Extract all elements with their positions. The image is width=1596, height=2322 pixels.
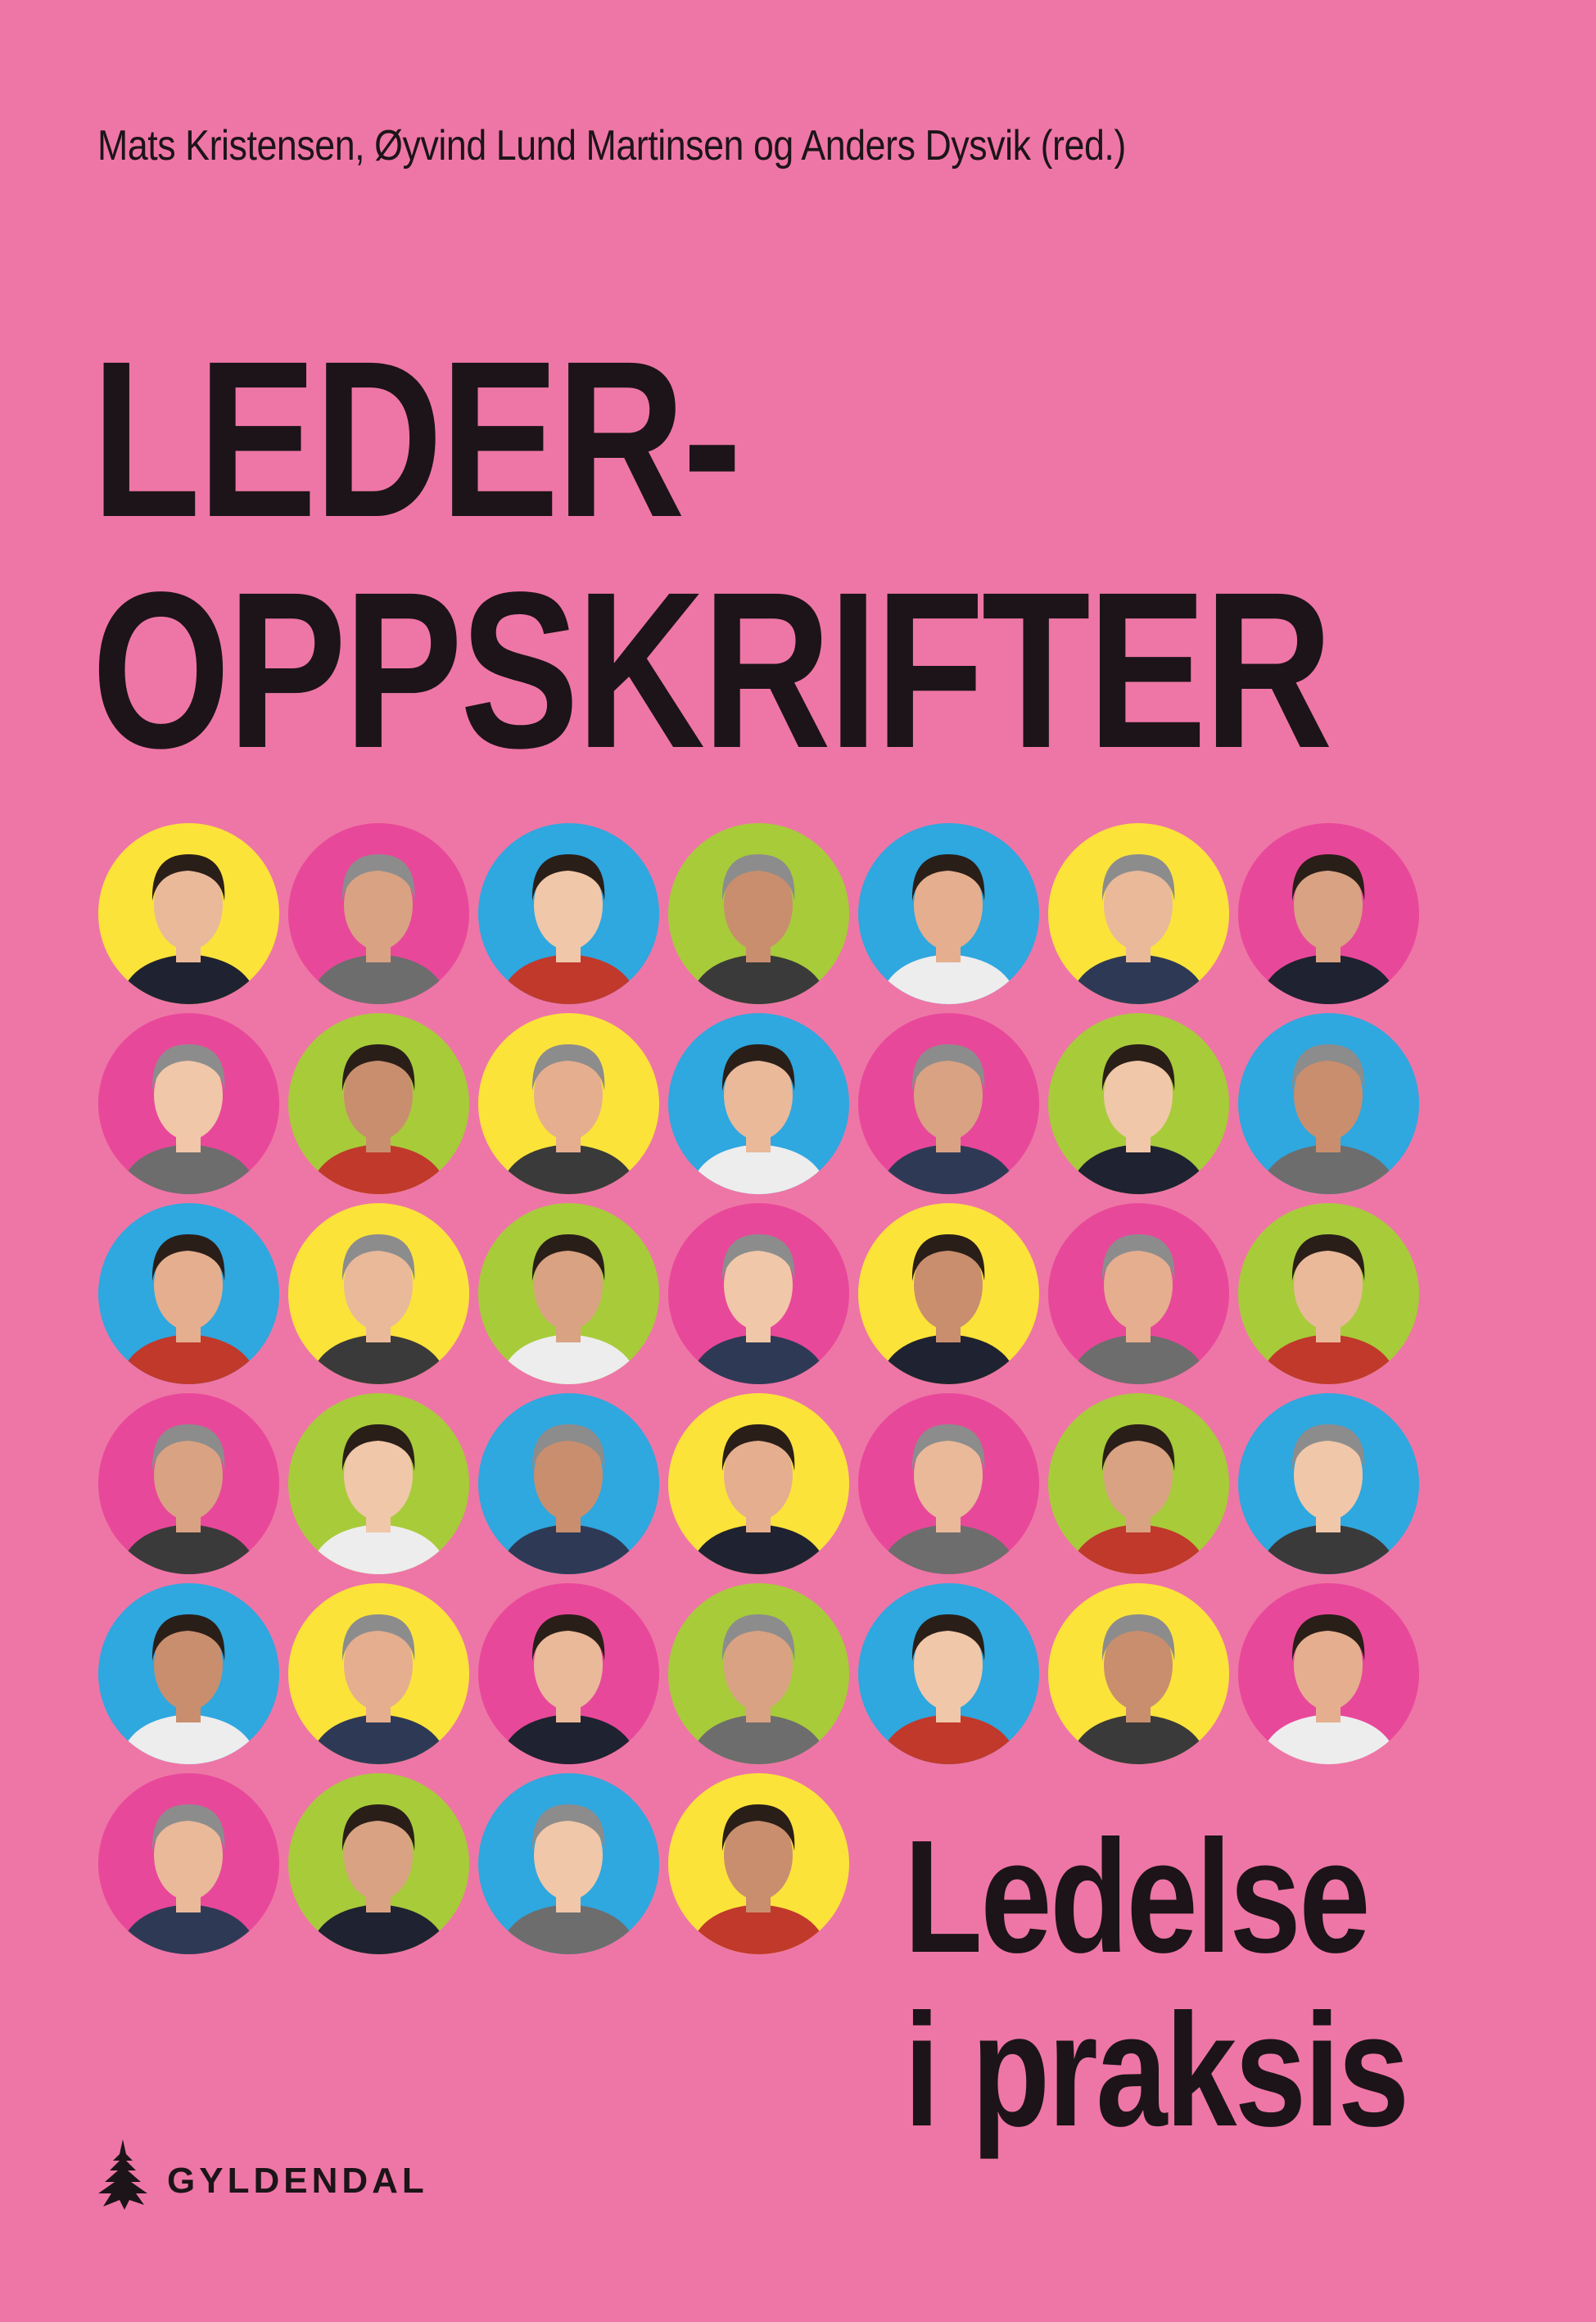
contributor-portrait xyxy=(288,1013,469,1194)
contributor-portrait xyxy=(1238,1203,1419,1384)
contributor-portrait xyxy=(98,1013,279,1194)
authors: Mats Kristensen, Øyvind Lund Martinsen o… xyxy=(97,122,1126,170)
contributor-portrait xyxy=(288,1203,469,1384)
contributor-portrait xyxy=(1238,1393,1419,1574)
contributor-portrait xyxy=(858,1203,1039,1384)
book-title: LEDER- OPPSKRIFTER xyxy=(92,315,1333,794)
title-line-2: OPPSKRIFTER xyxy=(92,545,1333,794)
subtitle: Ledelse i praksis xyxy=(904,1807,1409,2160)
contributor-portrait xyxy=(858,823,1039,1004)
contributor-portrait xyxy=(668,1203,849,1384)
contributor-portrait xyxy=(1048,1013,1229,1194)
contributor-portrait xyxy=(478,1393,659,1574)
contributor-portrait xyxy=(98,1393,279,1574)
contributor-portrait xyxy=(858,1393,1039,1574)
contributor-portrait xyxy=(668,1013,849,1194)
contributor-portrait xyxy=(98,1203,279,1384)
fir-tree-icon xyxy=(98,2139,147,2210)
contributor-portrait xyxy=(478,1583,659,1764)
contributor-portrait xyxy=(1238,1583,1419,1764)
contributor-portrait xyxy=(288,823,469,1004)
contributor-portrait xyxy=(478,1773,659,1954)
contributor-portrait xyxy=(1048,1393,1229,1574)
subtitle-line-2: i praksis xyxy=(904,1980,1409,2160)
contributor-portrait xyxy=(668,1773,849,1954)
contributor-portrait xyxy=(98,1583,279,1764)
contributor-portrait xyxy=(1048,1203,1229,1384)
contributor-portrait xyxy=(288,1773,469,1954)
contributor-portrait xyxy=(288,1583,469,1764)
publisher-name: GYLDENDAL xyxy=(167,2161,428,2201)
contributor-portrait xyxy=(668,1393,849,1574)
title-line-1: LEDER- xyxy=(92,315,742,564)
contributor-portrait xyxy=(1238,823,1419,1004)
subtitle-line-1: Ledelse xyxy=(904,1807,1371,1986)
contributor-portrait xyxy=(858,1013,1039,1194)
contributor-portrait xyxy=(478,1013,659,1194)
contributor-portrait xyxy=(98,1773,279,1954)
contributor-portrait xyxy=(478,823,659,1004)
contributor-portrait xyxy=(1048,823,1229,1004)
contributor-portrait xyxy=(668,823,849,1004)
contributor-portrait xyxy=(478,1203,659,1384)
contributor-portrait xyxy=(858,1583,1039,1764)
publisher-logo: GYLDENDAL xyxy=(97,2139,428,2210)
contributor-portrait xyxy=(1238,1013,1419,1194)
contributor-portrait xyxy=(98,823,279,1004)
contributor-portrait xyxy=(668,1583,849,1764)
contributor-portrait xyxy=(1048,1583,1229,1764)
contributor-portrait xyxy=(288,1393,469,1574)
